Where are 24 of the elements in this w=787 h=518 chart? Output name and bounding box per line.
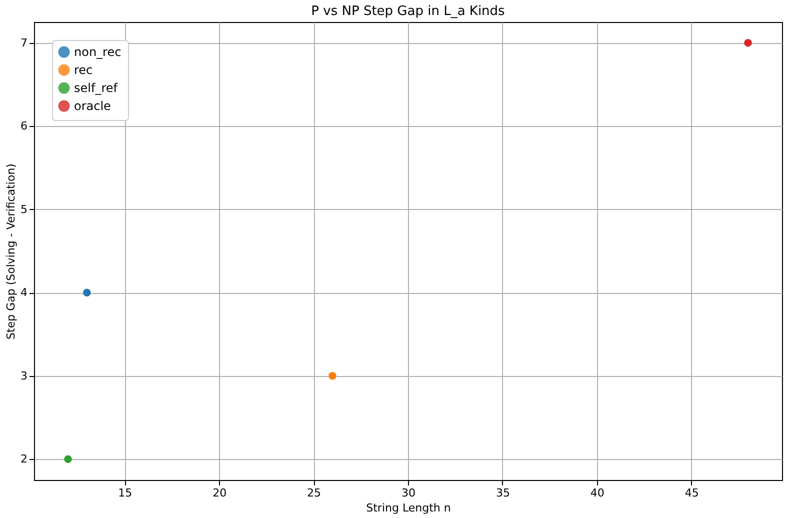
legend-label: rec [74, 63, 93, 77]
point [744, 38, 752, 47]
y-axis-title: Step Gap (Solving - Verification) [4, 164, 18, 340]
y-tick-label: 4 [20, 286, 28, 300]
x-tick-label: 35 [496, 486, 510, 500]
y-tick-label: 3 [20, 369, 28, 382]
x-tick-label: 30 [402, 486, 416, 500]
legend-label: non_rec [74, 45, 122, 59]
point [328, 372, 336, 380]
x-tick-label: 20 [212, 486, 227, 500]
x-tick-label: 25 [307, 486, 322, 500]
x-tick-label: 45 [684, 486, 699, 500]
y-tick-label: 2 [20, 452, 28, 466]
legend-label: oracle [74, 99, 111, 113]
chart-title: P vs NP Step Gap in L_a Kinds [311, 4, 506, 19]
legend-label: self_ref [74, 81, 118, 95]
x-tick-label: 40 [590, 486, 604, 500]
y-tick-label: 5 [20, 202, 28, 216]
point [64, 455, 72, 464]
y-tick-label: 6 [20, 120, 28, 133]
x-axis-title: String Length n [366, 502, 451, 514]
x-tick-label: 15 [118, 486, 132, 500]
y-tick-label: 7 [20, 36, 28, 50]
point [83, 288, 91, 296]
